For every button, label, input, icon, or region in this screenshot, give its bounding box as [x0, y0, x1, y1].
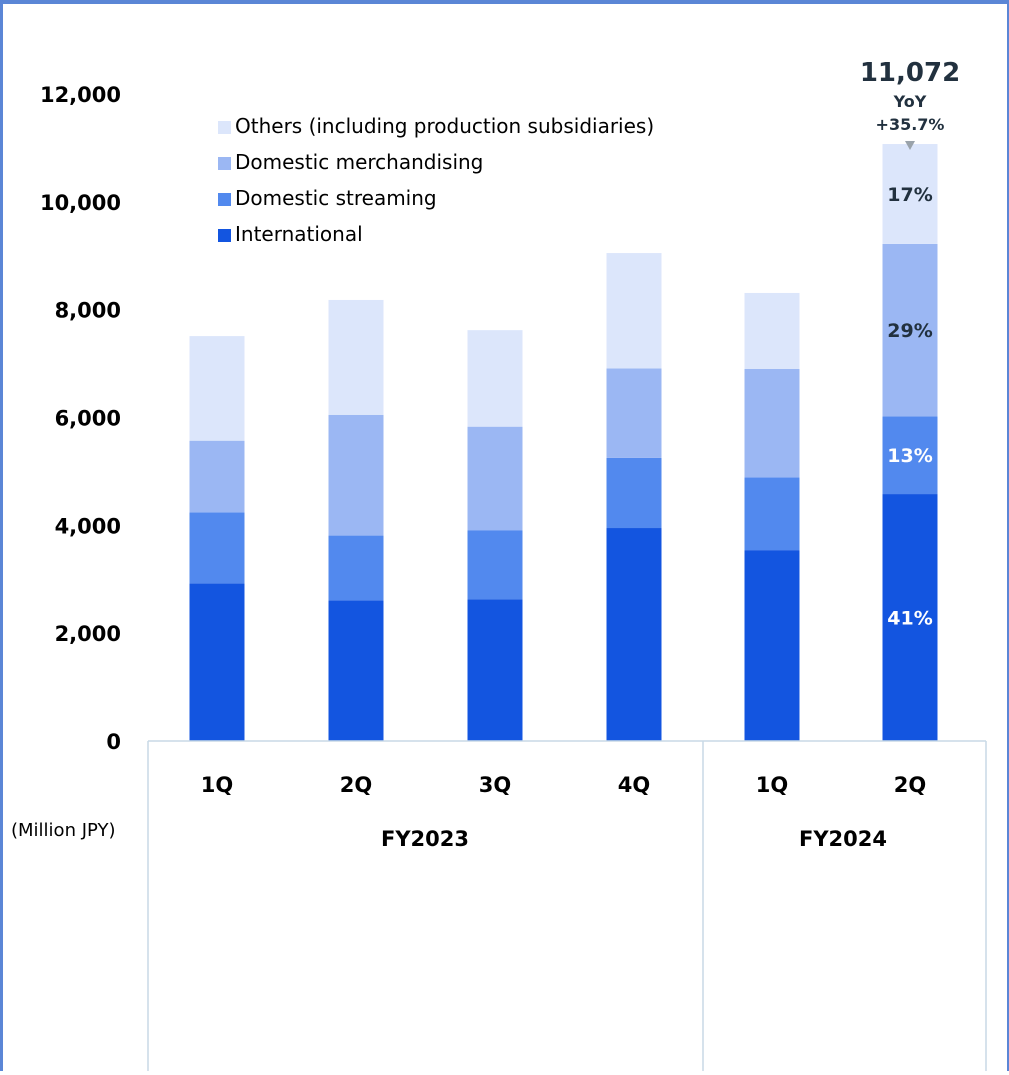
- y-tick-label: 0: [106, 730, 121, 754]
- bar-segment-domestic: [882, 416, 938, 495]
- legend-swatch: [218, 121, 231, 134]
- x-category-label: 4Q: [618, 773, 650, 797]
- legend-label: Others (including production subsidiarie…: [235, 114, 654, 138]
- bar-segment-domestic: [328, 414, 384, 536]
- y-tick-label: 12,000: [40, 83, 121, 107]
- x-group-label: FY2023: [381, 827, 469, 851]
- x-category-label: 3Q: [479, 773, 511, 797]
- y-tick-label: 6,000: [55, 407, 121, 431]
- bar-segment-international: [189, 583, 245, 741]
- bar-segment-domestic: [606, 368, 662, 458]
- bar-segment-domestic: [882, 243, 938, 417]
- bar-segment-domestic: [328, 535, 384, 601]
- segment-percent-label: 17%: [887, 184, 932, 206]
- bar-segment-international: [744, 550, 800, 741]
- unit-label: (Million JPY): [11, 820, 115, 841]
- bar-segment-domestic: [606, 457, 662, 529]
- legend-swatch: [218, 193, 231, 206]
- y-tick-label: 4,000: [55, 514, 121, 538]
- bar-segment-domestic: [189, 440, 245, 513]
- y-tick-label: 8,000: [55, 299, 121, 323]
- legend-swatch: [218, 157, 231, 170]
- x-category-label: 1Q: [201, 773, 233, 797]
- legend-swatch: [218, 229, 231, 242]
- y-tick-label: 10,000: [40, 191, 121, 215]
- bar-segment-domestic: [744, 368, 800, 478]
- down-arrow-icon: [905, 141, 915, 150]
- segment-percent-label: 29%: [887, 320, 932, 342]
- y-tick-label: 2,000: [55, 622, 121, 646]
- total-value-label: 11,072: [860, 58, 960, 88]
- bar-segment-others: [328, 299, 384, 415]
- bar-segment-others: [606, 253, 662, 369]
- x-group-label: FY2024: [799, 827, 887, 851]
- stacked-bar-chart: 0 2,000 4,000 6,000 8,000 10,000 12,000 41% 13% 2…: [11, 58, 987, 1071]
- bar-segment-domestic: [467, 530, 523, 600]
- bar-segment-international: [328, 600, 384, 741]
- segment-percent-label: 41%: [887, 608, 932, 630]
- bar-segment-others: [189, 336, 245, 441]
- x-category-label: 2Q: [894, 773, 926, 797]
- legend-label: Domestic merchandising: [235, 150, 483, 174]
- bar-segment-international: [882, 494, 938, 741]
- yoy-label: YoY: [893, 92, 927, 111]
- segment-percent-label: 13%: [887, 445, 932, 467]
- yoy-value-label: +35.7%: [876, 115, 945, 134]
- legend-label: International: [235, 222, 363, 246]
- x-category-label: 1Q: [756, 773, 788, 797]
- bar-segment-domestic: [189, 512, 245, 584]
- legend-label: Domestic streaming: [235, 186, 437, 210]
- bar-segment-domestic: [467, 426, 523, 531]
- bar-segment-others: [882, 144, 938, 244]
- bar-segment-others: [744, 292, 800, 369]
- bar-segment-domestic: [744, 477, 800, 551]
- bar-segment-others: [467, 330, 523, 427]
- x-category-label: 2Q: [340, 773, 372, 797]
- bar-segment-international: [606, 528, 662, 741]
- bar-segment-international: [467, 599, 523, 741]
